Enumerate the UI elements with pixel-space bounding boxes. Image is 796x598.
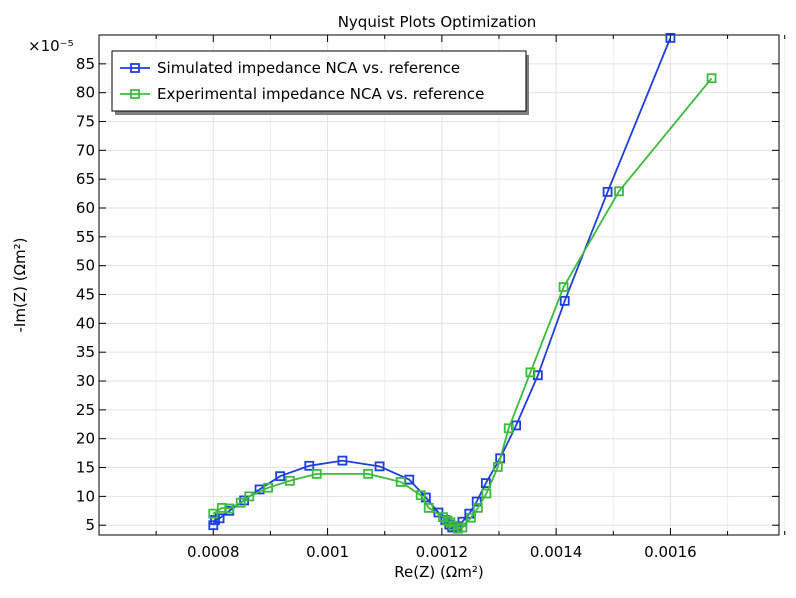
data-point bbox=[614, 186, 624, 197]
y-tick-label: 10 bbox=[76, 487, 95, 505]
data-point bbox=[481, 488, 492, 499]
y-tick-label: 25 bbox=[76, 401, 95, 419]
x-tick-label: 0.0016 bbox=[644, 543, 697, 561]
series-layer bbox=[208, 32, 717, 534]
data-point bbox=[706, 73, 717, 84]
y-tick-label: 50 bbox=[76, 257, 95, 275]
legend-label: Simulated impedance NCA vs. reference bbox=[157, 59, 460, 77]
data-point bbox=[208, 508, 219, 519]
y-tick-label: 80 bbox=[76, 84, 95, 102]
data-point bbox=[244, 491, 255, 502]
plot-frame bbox=[98, 34, 780, 536]
data-point bbox=[311, 468, 322, 479]
data-point bbox=[525, 367, 536, 378]
y-tick-label: 45 bbox=[76, 286, 95, 304]
data-point bbox=[337, 455, 348, 466]
data-point bbox=[208, 520, 219, 531]
y-tick-label: 30 bbox=[76, 372, 95, 390]
data-point bbox=[275, 471, 286, 482]
y-tick-label: 70 bbox=[76, 141, 95, 159]
data-point bbox=[472, 502, 483, 513]
y-tick-label: 60 bbox=[76, 199, 95, 217]
data-point bbox=[235, 497, 246, 508]
y-tick-label: 15 bbox=[76, 459, 95, 477]
x-tick-label: 0.0012 bbox=[416, 543, 469, 561]
data-point bbox=[224, 503, 235, 514]
x-tick-label: 0.0014 bbox=[530, 543, 583, 561]
legend-swatch-marker bbox=[130, 63, 140, 73]
data-point bbox=[480, 478, 491, 488]
x-axis-label: Re(Z) (Ωm²) bbox=[394, 563, 484, 581]
y-tick-label: 75 bbox=[76, 113, 95, 131]
data-point bbox=[442, 515, 453, 526]
y-tick-label: 55 bbox=[76, 228, 95, 246]
data-point bbox=[602, 186, 613, 197]
y-tick-label: 5 bbox=[85, 516, 95, 534]
y-tick-label: 65 bbox=[76, 170, 95, 188]
data-point bbox=[423, 502, 434, 513]
data-point bbox=[559, 295, 570, 306]
series-line-1 bbox=[212, 77, 713, 530]
data-point bbox=[457, 522, 468, 533]
y-tick-label: 20 bbox=[76, 430, 95, 448]
data-point bbox=[558, 282, 569, 292]
data-point bbox=[503, 423, 514, 434]
data-point bbox=[263, 482, 274, 493]
y-tick-label: 85 bbox=[76, 55, 95, 73]
x-tick-label: 0.0008 bbox=[187, 543, 240, 561]
axis-ticks: 0.0008 0.001 0.0012 0.0014 0.0016 5 10 15 20 25 30… bbox=[76, 35, 786, 561]
y-tick-label: 40 bbox=[76, 314, 95, 332]
legend-items: Simulated impedance NCA vs. reference Exp… bbox=[120, 59, 484, 103]
data-point bbox=[363, 468, 374, 479]
legend-label: Experimental impedance NCA vs. reference bbox=[157, 85, 484, 103]
data-point bbox=[466, 512, 476, 523]
data-point bbox=[374, 461, 385, 472]
legend-swatch-marker bbox=[130, 89, 140, 99]
y-tick-label: 35 bbox=[76, 343, 95, 361]
data-point bbox=[395, 477, 406, 487]
data-point bbox=[415, 490, 426, 501]
data-point bbox=[284, 475, 295, 486]
chart-title: Nyquist Plots Optimization bbox=[338, 13, 537, 31]
x-tick-label: 0.001 bbox=[306, 543, 349, 561]
y-axis-label: -Im(Z) (Ωm²) bbox=[11, 238, 29, 333]
legend: Simulated impedance NCA vs. reference Exp… bbox=[111, 50, 529, 115]
data-point bbox=[665, 32, 676, 43]
legend-box bbox=[111, 50, 527, 112]
data-point bbox=[304, 460, 315, 471]
y-axis-multiplier: ×10⁻⁵ bbox=[28, 37, 74, 55]
data-point bbox=[492, 462, 503, 472]
